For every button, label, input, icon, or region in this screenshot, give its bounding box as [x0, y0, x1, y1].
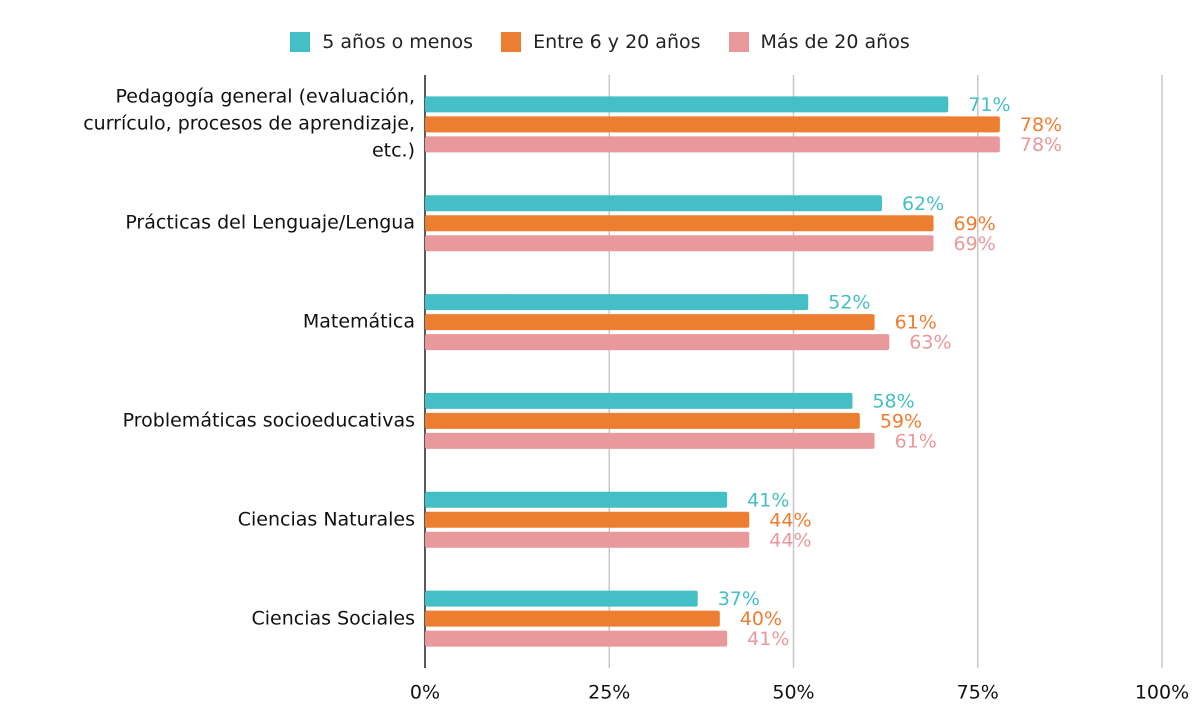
value-label: 61%: [895, 312, 937, 334]
value-label: 59%: [880, 410, 922, 432]
bar: [425, 235, 934, 252]
legend: 5 años o menos Entre 6 y 20 años Más de 20…: [0, 31, 1200, 53]
value-label: 52%: [828, 292, 870, 314]
legend-swatch: [290, 32, 311, 52]
value-label: 78%: [1020, 134, 1062, 156]
legend-label: 5 años o menos: [322, 31, 474, 53]
value-label: 40%: [740, 608, 782, 630]
value-label: 44%: [769, 509, 811, 531]
value-label: 41%: [747, 628, 789, 650]
bar: [425, 294, 809, 311]
bar: [425, 531, 750, 548]
bar: [425, 412, 860, 429]
value-label: 58%: [872, 390, 914, 412]
x-tick-label: 75%: [957, 682, 999, 704]
value-label: 63%: [909, 332, 951, 354]
bar: [425, 392, 853, 409]
value-label: 71%: [968, 94, 1010, 116]
bar: [425, 630, 728, 647]
category-label: Prácticas del Lenguaje/Lengua: [125, 211, 415, 234]
legend-item: 5 años o menos: [290, 31, 473, 53]
bar: [425, 314, 875, 331]
bar: [425, 334, 890, 351]
bar: [425, 195, 882, 212]
x-tick-label: 25%: [588, 682, 630, 704]
bar: [425, 511, 750, 528]
value-label: 37%: [718, 588, 760, 610]
category-label: Ciencias Naturales: [237, 508, 415, 531]
legend-item: Más de 20 años: [728, 31, 910, 53]
bar: [425, 215, 934, 232]
legend-swatch: [501, 32, 522, 52]
value-label: 41%: [747, 489, 789, 511]
legend-item: Entre 6 y 20 años: [501, 31, 701, 53]
bar: [425, 96, 949, 113]
legend-label: Entre 6 y 20 años: [533, 31, 701, 53]
category-label: Matemática: [302, 310, 415, 333]
bar: [425, 136, 1000, 153]
legend-swatch: [728, 32, 749, 52]
value-label: 69%: [954, 213, 996, 235]
value-label: 78%: [1020, 114, 1062, 136]
category-label: Problemáticas socioeducativas: [122, 409, 415, 432]
category-label: Ciencias Sociales: [251, 607, 415, 630]
value-label: 62%: [902, 193, 944, 215]
value-label: 44%: [769, 529, 811, 551]
bar: [425, 491, 728, 508]
bar: [425, 590, 698, 607]
x-tick-label: 100%: [1135, 682, 1189, 704]
x-tick-label: 0%: [410, 682, 440, 704]
value-label: 69%: [954, 233, 996, 255]
legend-label: Más de 20 años: [760, 31, 910, 53]
bar: [425, 116, 1000, 133]
bar: [425, 432, 875, 449]
x-tick-label: 50%: [772, 682, 814, 704]
bar: [425, 610, 720, 627]
category-label: Pedagogía general (evaluación, currículo…: [83, 85, 415, 162]
value-label: 61%: [895, 430, 937, 452]
